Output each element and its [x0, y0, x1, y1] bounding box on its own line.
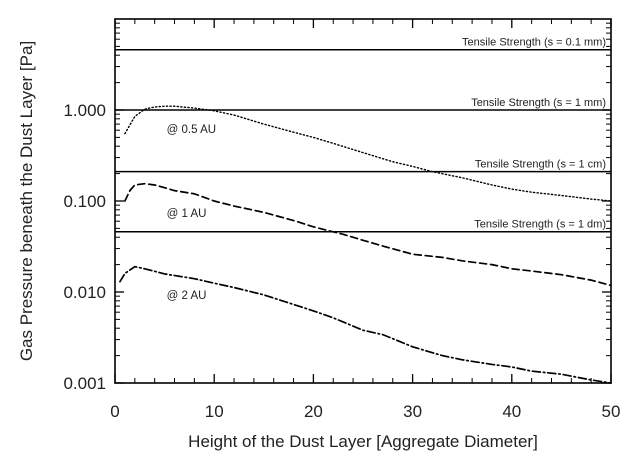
y-tick-label: 0.100: [63, 192, 106, 211]
series-line: [119, 265, 612, 384]
x-tick-label: 0: [110, 402, 119, 421]
plot-frame: [114, 18, 612, 384]
y-tick-label: 1.000: [63, 101, 106, 120]
y-tick-label: 0.001: [63, 374, 106, 393]
x-tick-label: 10: [205, 402, 224, 421]
x-tick-label: 20: [304, 402, 323, 421]
series-label: @ 2 AU: [167, 290, 207, 302]
tensile-strength-label: Tensile Strength (s = 1 dm): [474, 219, 606, 231]
reference-lines: Tensile Strength (s = 0.1 mm) Tensile Str…: [115, 37, 611, 233]
x-tick-label: 30: [403, 402, 422, 421]
y-tick-label: 0.010: [63, 283, 106, 302]
tensile-strength-label: Tensile Strength (s = 1 cm): [475, 159, 606, 171]
ticks: 0 10 20 30 40 50 0.001 0.010 0.100 1.000: [63, 19, 620, 421]
y-axis-title: Gas Pressure beneath the Dust Layer [Pa]: [17, 41, 36, 361]
series-label: @ 1 AU: [167, 208, 207, 220]
x-tick-label: 50: [602, 402, 621, 421]
x-tick-label: 40: [502, 402, 521, 421]
series-label: @ 0.5 AU: [167, 124, 216, 136]
series-line: [124, 105, 612, 202]
x-axis-title: Height of the Dust Layer [Aggregate Diam…: [188, 432, 538, 451]
series-layer: @ 0.5 AU @ 1 AU @ 2 AU: [119, 105, 612, 384]
tensile-strength-label: Tensile Strength (s = 0.1 mm): [462, 37, 606, 49]
series-line: [124, 182, 612, 287]
tensile-strength-label: Tensile Strength (s = 1 mm): [471, 97, 606, 109]
